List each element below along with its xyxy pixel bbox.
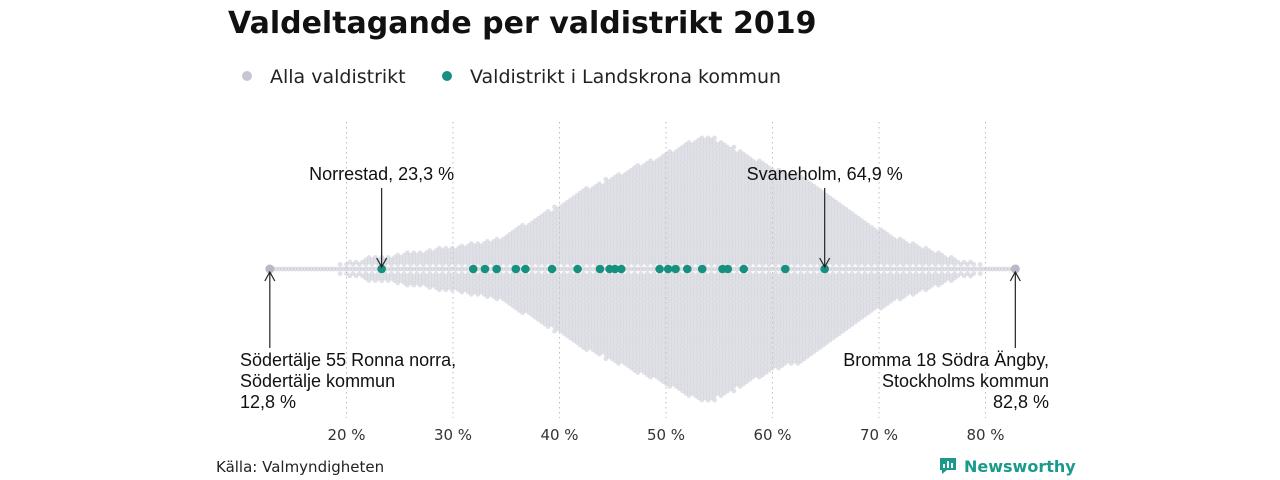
district-point <box>337 262 343 267</box>
district-point <box>712 397 717 403</box>
district-point <box>731 388 737 394</box>
legend-item-all-districts: Alla valdistrikt <box>242 66 406 88</box>
district-point <box>337 271 343 276</box>
district-point <box>731 144 737 150</box>
chart-title: Valdeltagande per valdistrikt 2019 <box>228 6 817 41</box>
all-districts-swarm <box>265 135 1020 403</box>
legend-dot-all-districts <box>242 70 252 81</box>
legend-label-landskrona: Valdistrikt i Landskrona kommun <box>470 66 782 88</box>
legend-dot-landskrona <box>442 70 452 81</box>
district-point <box>712 135 717 141</box>
legend-item-landskrona: Valdistrikt i Landskrona kommun <box>442 66 781 88</box>
legend-label-all-districts: Alla valdistrikt <box>270 66 406 88</box>
